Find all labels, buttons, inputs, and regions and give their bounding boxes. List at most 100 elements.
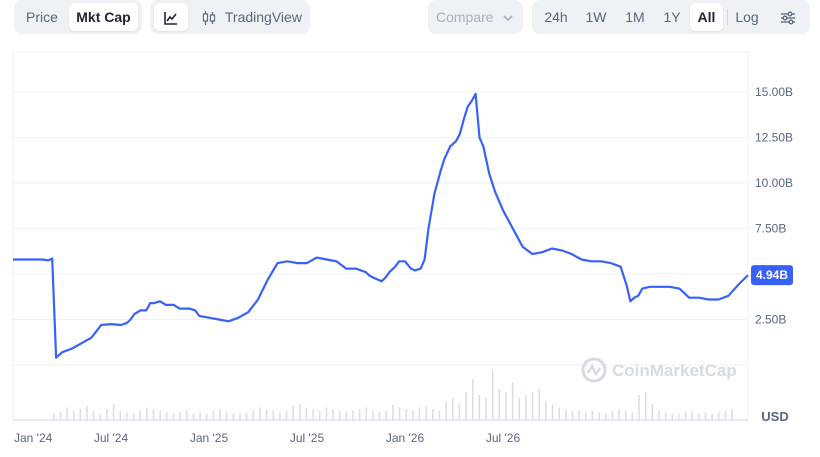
volume-bar [106,409,108,420]
volume-bar [112,404,115,420]
volume-bar [152,409,155,420]
chart-style-switch: TradingView [150,0,310,34]
volume-bar [471,379,474,420]
volume-bar [245,412,248,420]
tradingview-button[interactable]: TradingView [194,3,306,31]
volume-bar [731,409,733,420]
volume-bar [119,410,122,420]
volume-bar [372,410,374,420]
range-24h[interactable]: 24h [544,9,568,25]
compare-dropdown[interactable]: Compare [428,0,523,34]
volume-bar [412,410,414,420]
volume-bar [545,401,547,420]
volume-bar [72,410,75,420]
log-toggle[interactable]: Log [735,9,759,25]
y-tick-label: 7.50B [755,222,786,236]
volume-bar [478,395,481,420]
volume-bar [86,405,88,420]
volume-bar [179,412,181,420]
volume-bar [658,410,660,420]
logo-mark [586,363,601,377]
volume-bar [378,412,381,420]
y-tick-label: 10.00B [755,176,793,190]
volume-bar [698,413,700,420]
volume-bar [525,395,527,420]
volume-bar [491,370,494,420]
volume-bar [292,405,294,420]
range-all[interactable]: All [690,3,723,31]
volume-bar [385,410,388,420]
range-1y[interactable]: 1Y [663,9,681,25]
compare-button[interactable]: Compare [436,3,516,31]
volume-bar [678,413,680,420]
volume-bar [465,391,467,420]
volume-bar [272,410,274,420]
x-tick-label: Jul '25 [290,431,325,445]
volume-bar [265,409,268,420]
volume-bar [578,410,580,420]
market-cap-chart-svg: CoinMarketCap 2.50B5.00B7.50B10.00B12.50… [12,51,793,445]
volume-bar [352,410,354,420]
volume-bar [299,404,301,420]
current-value-label: 4.94B [756,268,788,282]
volume-bar [398,407,401,420]
line-chart-button[interactable] [154,3,188,31]
volume-bar [511,382,514,420]
volume-bar [59,412,62,420]
volume-bar [285,410,288,420]
chart-settings-button[interactable] [772,3,804,31]
x-tick-label: Jan '26 [386,431,425,445]
compare-label: Compare [436,9,494,25]
volume-bar [485,398,487,420]
volume-bar [618,409,620,420]
watermark: CoinMarketCap [581,357,737,383]
volume-bar [312,409,314,420]
volume-bar [644,391,647,420]
volume-bar [638,395,640,420]
volume-bar [192,413,195,420]
volume-bar [305,407,308,420]
volume-bar [691,410,693,420]
chart-toolbar: Price Mkt Cap TradingView Compare [0,0,820,34]
volume-bar [199,412,201,420]
volume-bar [279,412,281,420]
volume-bar [405,409,407,420]
volume-bar [79,409,82,420]
volume-bar [132,413,135,420]
chart-type-switch: Price Mkt Cap [14,0,142,34]
volume-bar [711,413,713,420]
volume-bar [66,407,68,420]
volume-bar [319,410,321,420]
market-cap-chart: CoinMarketCap 2.50B5.00B7.50B10.00B12.50… [0,40,820,452]
volume-bar [438,410,441,420]
volume-bar [219,409,221,420]
x-tick-label: Jan '24 [14,431,53,445]
range-divider [727,9,728,25]
volume-bar [664,412,667,420]
volume-bar [604,413,607,420]
volume-bar [591,410,594,420]
volume-bar [365,407,368,420]
volume-bar [452,398,454,420]
y-tick-label: 12.50B [755,131,793,145]
volume-bar [671,413,673,420]
candlestick-icon [202,11,216,26]
x-tick-label: Jul '24 [94,431,129,445]
volume-bar [531,391,534,420]
volume-bar [565,409,567,420]
volume-bar [392,404,394,420]
volume-bar [585,412,587,420]
volume-bar [338,410,341,420]
current-value-badge [751,265,793,286]
volume-bar [166,412,168,420]
range-1w[interactable]: 1W [585,9,607,25]
volume-bar [212,410,215,420]
mktcap-tab[interactable]: Mkt Cap [69,3,138,31]
volume-bar [505,391,507,420]
price-tab[interactable]: Price [26,9,58,25]
volume-bar [332,409,334,420]
line-chart-icon [164,12,177,26]
range-1m[interactable]: 1M [625,9,645,25]
volume-bar [172,413,175,420]
volume-bar [232,413,235,420]
